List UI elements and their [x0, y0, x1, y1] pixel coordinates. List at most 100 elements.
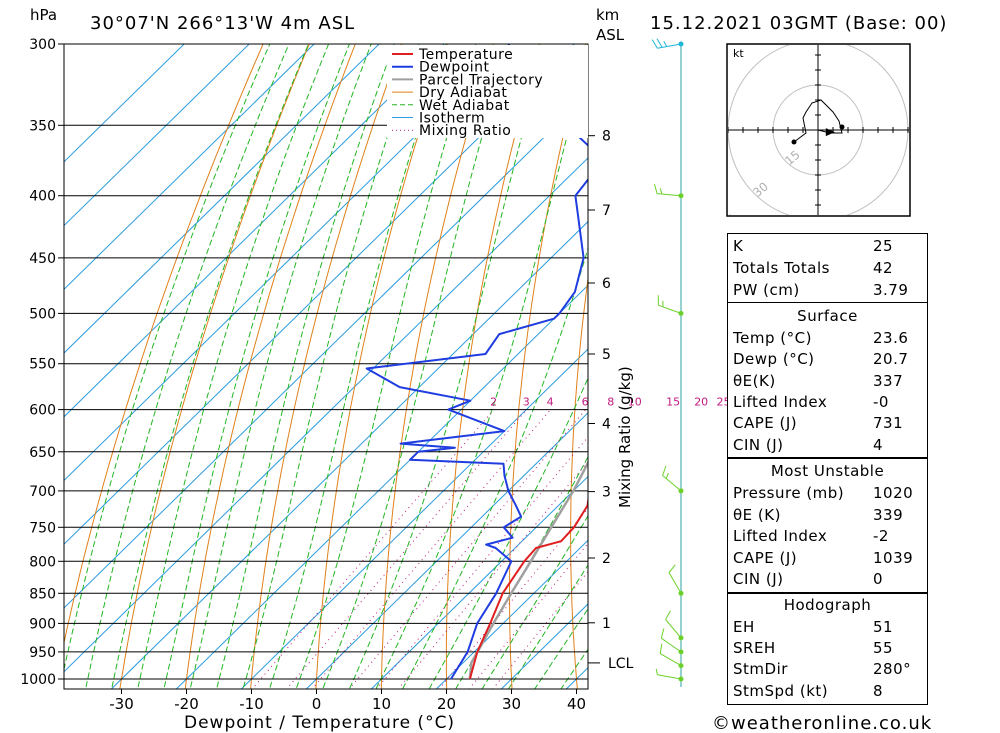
wet-adiabat-line: [534, 607, 588, 689]
mu-row: CIN (J) 0: [728, 569, 927, 590]
pressure-tick-label: 700: [29, 484, 56, 500]
surface-panel: Surface Temp (°C) 23.6 Dewp (°C) 20.7 θE(K…: [727, 302, 928, 458]
wet-adiabat-line: [111, 44, 310, 689]
legend-item: Isotherm: [419, 111, 485, 127]
index-label: CIN (J): [733, 436, 784, 454]
wet-adiabat-line: [85, 44, 290, 689]
pressure-tick-label: 900: [29, 616, 56, 632]
dry-adiabat-line: [119, 44, 310, 689]
isotherm-line: [435, 539, 588, 689]
height-unit-label: km: [596, 6, 619, 24]
isotherm-line: [64, 44, 250, 227]
pressure-tick-label: 1000: [20, 672, 56, 688]
temperature-tick-label: -10: [239, 695, 264, 713]
hodograph-trace: [793, 99, 843, 143]
isotherm-line: [64, 157, 588, 673]
mixing-ratio-label: 8: [607, 396, 614, 409]
dry-adiabat-line: [64, 44, 264, 646]
index-label: CAPE (J): [733, 414, 798, 432]
wind-profile: [651, 38, 684, 687]
wind-barb-staff: [659, 653, 682, 667]
index-value: -0: [873, 393, 889, 411]
index-label: Pressure (mb): [733, 484, 845, 502]
pressure-tick-label: 800: [29, 554, 56, 570]
hodograph-index-panel: Hodograph EH 51 SREH 55 StmDir 280° StmSpd …: [727, 593, 928, 705]
wind-barb-staff: [668, 572, 682, 594]
wind-barb-staff: [657, 193, 682, 197]
mixing-ratio-line: [468, 542, 588, 689]
temperature-tick-label: 20: [437, 695, 456, 713]
height-tick-label: 3: [602, 485, 611, 501]
surface-row: CAPE (J) 731: [728, 413, 927, 434]
mu-row: θE (K) 339: [728, 505, 927, 526]
mu-row: CAPE (J) 1039: [728, 548, 927, 569]
index-row-k: K 25: [728, 236, 927, 257]
dry-adiabat-line: [630, 8, 686, 705]
height-tick-label: 5: [602, 347, 611, 363]
indices-general-panel: K 25 Totals Totals 42 PW (cm) 3.79: [727, 233, 928, 303]
wind-barb-flag: [653, 183, 658, 194]
height-ref-label: ASL: [596, 26, 625, 44]
wet-adiabat-line: [215, 44, 395, 689]
legend-item: Dewpoint: [419, 60, 490, 76]
height-tick-label: 2: [602, 551, 611, 567]
pressure-tick-label: 600: [29, 403, 56, 419]
wet-adiabat-line: [295, 44, 477, 689]
wind-barb-staff: [661, 637, 682, 653]
index-label: CIN (J): [733, 570, 784, 588]
wet-adiabat-line: [428, 376, 588, 689]
wet-adiabat-line: [163, 44, 350, 689]
wet-adiabat-line: [348, 44, 549, 689]
height-tick-label: 4: [602, 417, 611, 433]
index-value: -2: [873, 527, 889, 545]
mixing-ratio-line: [348, 409, 586, 689]
index-label: θE (K): [733, 506, 781, 524]
index-row-totals: Totals Totals 42: [728, 258, 927, 279]
wind-barb-staff: [658, 304, 682, 314]
index-label: PW (cm): [733, 281, 800, 299]
dry-adiabat-line: [250, 44, 402, 689]
wind-barb-staff: [665, 619, 682, 639]
wind-barb-staff: [657, 43, 682, 49]
wind-barb-flag: [659, 643, 663, 654]
pressure-tick-label: 350: [29, 118, 56, 134]
wind-barb-staff: [662, 475, 682, 492]
wind-barb-flag: [663, 41, 668, 47]
most-unstable-panel: Most Unstable Pressure (mb) 1020 θE (K) 33…: [727, 458, 928, 593]
index-value: 280°: [873, 660, 912, 678]
dry-adiabat-line: [509, 44, 587, 689]
wet-adiabat-line: [268, 44, 447, 689]
temperature-tick-label: -30: [109, 695, 134, 713]
wind-barb-flag: [655, 668, 658, 675]
mixing-ratio-line: [492, 570, 588, 689]
index-label: Temp (°C): [733, 329, 812, 347]
index-value: 337: [873, 372, 904, 390]
isotherm-line: [370, 475, 588, 689]
hodo-row: EH 51: [728, 617, 927, 638]
index-value: 55: [873, 639, 894, 657]
isotherm-line: [240, 348, 588, 689]
mixing-ratio-label: 6: [582, 396, 589, 409]
temperature-tick-label: 40: [567, 695, 586, 713]
wind-barb-flag: [665, 472, 669, 479]
surface-row: Temp (°C) 23.6: [728, 328, 927, 349]
legend-item: Mixing Ratio: [419, 123, 511, 139]
index-value: 25: [873, 237, 894, 255]
wet-adiabat-line: [375, 54, 588, 689]
index-label: SREH: [733, 639, 776, 657]
mixing-ratio-line: [375, 436, 588, 689]
plot-frame: [63, 43, 589, 690]
index-value: 23.6: [873, 329, 909, 347]
wet-adiabat-line: [64, 44, 271, 672]
index-value: 20.7: [873, 350, 909, 368]
pressure-tick-label: 950: [29, 645, 56, 661]
isotherm-line: [64, 44, 380, 354]
wet-adiabat-line: [242, 44, 420, 689]
height-tick-label: 7: [602, 203, 611, 219]
surface-row: CIN (J) 4: [728, 435, 927, 456]
surface-title: Surface: [797, 307, 858, 325]
index-value: 51: [873, 618, 894, 636]
pressure-tick-label: 550: [29, 357, 56, 373]
